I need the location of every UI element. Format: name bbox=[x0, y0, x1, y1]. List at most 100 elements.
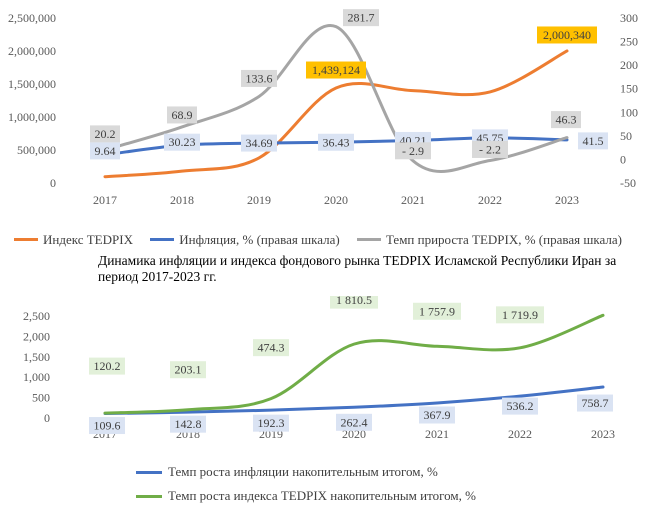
bottom-data-label-0: 192.3 bbox=[253, 414, 289, 432]
top-data-label-text: - 2.9 bbox=[402, 144, 424, 158]
bottom-data-label-text: 367.9 bbox=[424, 408, 451, 422]
top-series-line-0 bbox=[103, 49, 569, 179]
legend-item-cum-inflation: Темп роста инфляции накопительным итогом… bbox=[136, 460, 476, 484]
legend-label-cum-inflation: Темп роста инфляции накопительным итогом… bbox=[168, 464, 438, 479]
top-data-label-text: 9.64 bbox=[95, 144, 116, 158]
top-y-right-tick: 150 bbox=[620, 82, 638, 96]
top-data-label-text: 68.9 bbox=[172, 108, 193, 122]
top-data-label-2: 20.2 bbox=[90, 125, 120, 143]
top-data-label-1: 36.43 bbox=[318, 133, 354, 151]
top-data-label-2: 281.7 bbox=[343, 9, 379, 27]
legend-item-inflation: Инфляция, % (правая шкала) bbox=[150, 232, 340, 248]
top-y-right-tick: 300 bbox=[620, 11, 638, 25]
bottom-y-left-tick: 1,500 bbox=[23, 350, 50, 364]
top-data-label-box bbox=[90, 142, 120, 160]
bottom-data-label-box bbox=[336, 413, 372, 431]
bottom-data-label-box bbox=[419, 406, 455, 424]
bottom-data-label-text: 120.2 bbox=[94, 359, 121, 373]
bottom-y-left-tick: 500 bbox=[32, 391, 50, 405]
top-y-left-tick: 0 bbox=[50, 176, 56, 190]
legend-item-tedpix-growth: Темп прироста TEDPIX, % (правая шкала) bbox=[356, 231, 622, 248]
bottom-data-label-0: 536.2 bbox=[502, 397, 538, 415]
top-x-tick: 2022 bbox=[478, 193, 502, 207]
bottom-data-label-box bbox=[496, 306, 544, 324]
bottom-data-label-text: 758.7 bbox=[582, 396, 609, 410]
top-data-label-text: 281.7 bbox=[348, 11, 375, 25]
bottom-data-label-box bbox=[89, 357, 125, 375]
top-y-left-tick: 500,000 bbox=[17, 143, 56, 157]
bottom-data-label-text: 203.1 bbox=[175, 363, 202, 377]
top-data-label-box bbox=[164, 133, 200, 151]
bottom-data-label-0: 109.6 bbox=[89, 417, 125, 435]
top-data-label-2: - 2.2 bbox=[472, 140, 508, 158]
bottom-data-label-box bbox=[89, 417, 125, 435]
top-data-label-box bbox=[167, 106, 197, 124]
legend-label-inflation: Инфляция, % (правая шкала) bbox=[179, 231, 340, 247]
top-y-right-tick: -50 bbox=[620, 176, 636, 190]
bottom-data-label-1: 1 719.9 bbox=[496, 306, 544, 324]
top-data-label-box bbox=[241, 69, 277, 87]
bottom-data-label-text: 474.3 bbox=[258, 341, 285, 355]
top-data-label-box bbox=[343, 9, 379, 27]
top-data-label-box bbox=[551, 111, 581, 129]
top-data-label-box bbox=[472, 140, 508, 158]
top-data-label-box bbox=[578, 132, 608, 150]
legend-label-cum-tedpix: Темп роста индекса TEDPIX накопительным … bbox=[168, 488, 476, 503]
bottom-data-label-text: 192.3 bbox=[258, 416, 285, 430]
top-data-label-box bbox=[395, 142, 431, 160]
top-y-right-tick: 200 bbox=[620, 58, 638, 72]
top-data-label-2: 133.6 bbox=[241, 69, 277, 87]
bottom-data-label-box bbox=[413, 302, 461, 320]
top-data-label-text: 1,439,124 bbox=[312, 63, 360, 77]
legend-bottom: Темп роста инфляции накопительным итогом… bbox=[136, 460, 476, 508]
top-data-label-box bbox=[90, 125, 120, 143]
bottom-data-label-text: 536.2 bbox=[507, 399, 534, 413]
bottom-data-label-0: 367.9 bbox=[419, 406, 455, 424]
bottom-data-label-0: 758.7 bbox=[577, 394, 613, 412]
top-y-left-tick: 2,500,000 bbox=[8, 11, 56, 25]
legend-swatch-cum-tedpix bbox=[136, 494, 162, 498]
bottom-data-label-text: 1 757.9 bbox=[419, 304, 455, 318]
legend-swatch-tedpix bbox=[14, 238, 38, 241]
bottom-x-tick: 2023 bbox=[591, 427, 615, 441]
top-x-tick: 2021 bbox=[401, 193, 425, 207]
top-x-tick: 2020 bbox=[324, 193, 348, 207]
bottom-series-line-1 bbox=[103, 313, 605, 415]
top-data-label-text: 20.2 bbox=[95, 127, 116, 141]
bottom-x-tick: 2021 bbox=[425, 427, 449, 441]
legend-swatch-tedpix-growth bbox=[356, 238, 381, 241]
bottom-data-label-box bbox=[170, 361, 206, 379]
top-x-tick: 2023 bbox=[555, 193, 579, 207]
top-data-label-text: - 2.2 bbox=[479, 142, 501, 156]
top-data-label-text: 133.6 bbox=[246, 71, 273, 85]
bottom-data-label-box bbox=[253, 339, 289, 357]
bottom-data-label-text: 1 719.9 bbox=[502, 308, 538, 322]
legend-label-tedpix-growth: Темп прироста TEDPIX, % (правая шкала) bbox=[385, 231, 622, 247]
top-data-label-text: 46.3 bbox=[556, 113, 577, 127]
legend-label-tedpix: Индекс TEDPIX bbox=[43, 231, 133, 247]
top-y-left-tick: 1,500,000 bbox=[8, 77, 56, 91]
legend-swatch-cum-inflation bbox=[136, 470, 162, 474]
legend-item-cum-tedpix: Темп роста индекса TEDPIX накопительным … bbox=[136, 484, 476, 508]
bottom-data-label-1: 1 757.9 bbox=[413, 302, 461, 320]
top-y-right-tick: 100 bbox=[620, 105, 638, 119]
legend-top: Индекс TEDPIX Инфляция, % (правая шкала)… bbox=[14, 229, 636, 248]
bottom-data-label-text: 262.4 bbox=[341, 415, 368, 429]
top-data-label-0: 1,439,124 bbox=[306, 61, 366, 79]
chart-top: 0 500,000 1,000,000 1,500,000 2,000,000 2,500… bbox=[8, 9, 638, 207]
top-y-left-tick: 1,000,000 bbox=[8, 110, 56, 124]
bottom-data-label-box bbox=[330, 296, 378, 309]
top-x-tick: 2019 bbox=[247, 193, 271, 207]
top-y-right-tick: 250 bbox=[620, 35, 638, 49]
top-data-label-0: 2,000,340 bbox=[537, 26, 597, 44]
top-data-label-box bbox=[306, 61, 366, 79]
bottom-data-label-1: 1 810.5 bbox=[330, 296, 378, 309]
bottom-data-label-1: 203.1 bbox=[170, 361, 206, 379]
bottom-y-left-tick: 2,500 bbox=[23, 309, 50, 323]
top-x-tick: 2017 bbox=[93, 193, 117, 207]
bottom-data-label-box bbox=[502, 397, 538, 415]
bottom-data-label-text: 1 810.5 bbox=[336, 296, 372, 307]
bottom-y-left-tick: 0 bbox=[44, 411, 50, 425]
top-data-label-box bbox=[318, 133, 354, 151]
top-series-line-2 bbox=[103, 23, 569, 173]
